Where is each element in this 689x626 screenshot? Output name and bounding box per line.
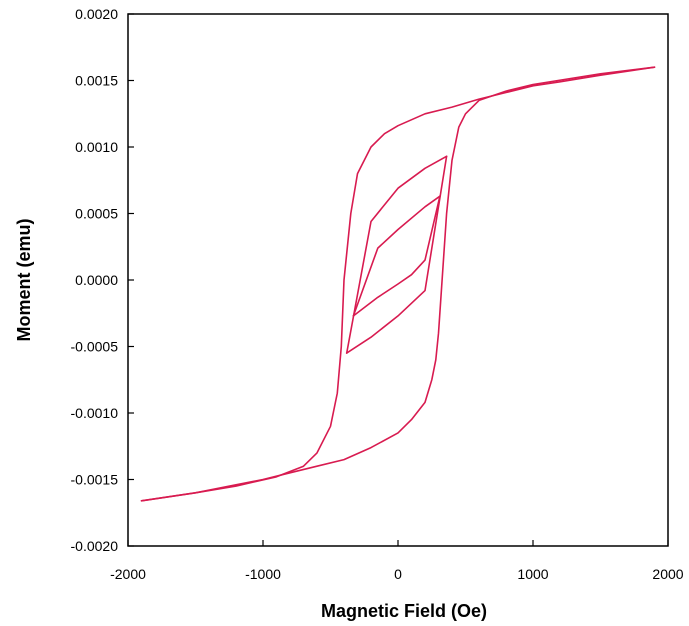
series-line-6: [352, 195, 441, 317]
plot-frame: [127, 13, 669, 547]
y-tick-label: -0.0005: [71, 339, 119, 355]
x-axis-title: Magnetic Field (Oe): [321, 601, 487, 621]
series-line-4: [345, 155, 448, 354]
y-tick-label: -0.0020: [71, 538, 119, 554]
series-line-3: [345, 155, 448, 354]
y-tick-label: 0.0005: [75, 206, 118, 222]
x-tick-label: 1000: [517, 566, 548, 582]
y-tick-label: 0.0015: [75, 73, 118, 89]
y-tick-label: -0.0010: [71, 405, 119, 421]
y-tick-label: 0.0000: [75, 272, 118, 288]
y-axis: -0.0020 -0.0015 -0.0010 -0.0005 0.0000 0.0005…: [71, 6, 134, 554]
x-tick-label: 2000: [652, 566, 683, 582]
y-tick-label: -0.0015: [71, 472, 119, 488]
y-tick-label: 0.0010: [75, 139, 118, 155]
x-tick-label: 0: [394, 566, 402, 582]
y-axis-title: Moment (emu): [14, 219, 34, 342]
series-line-5: [352, 195, 441, 317]
x-tick-label: -1000: [245, 566, 281, 582]
series-line-2: [140, 66, 656, 502]
series-group: [140, 66, 656, 502]
y-tick-label: 0.0020: [75, 6, 118, 22]
series-line-1: [140, 66, 656, 502]
x-axis: -2000 -1000 0 1000 2000: [110, 540, 684, 582]
x-tick-label: -2000: [110, 566, 146, 582]
